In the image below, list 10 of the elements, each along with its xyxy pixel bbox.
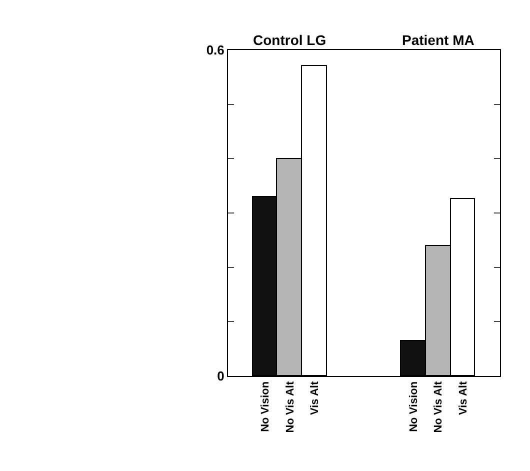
x-tick-label: No Vision <box>408 381 420 432</box>
x-tick-label: No Vision <box>260 381 272 432</box>
y-tick-label: 0.6 <box>206 42 224 58</box>
text: Control LG <box>253 32 326 48</box>
y-tick-label: 0 <box>217 368 224 384</box>
x-tick-label: Vis Alt <box>309 381 322 416</box>
x-tick-label: Vis Alt <box>457 381 470 416</box>
text: Patient MA <box>402 32 474 48</box>
x-tick-label: No Vis Alt <box>432 381 445 433</box>
x-tick-label: No Vis Alt <box>284 381 296 433</box>
